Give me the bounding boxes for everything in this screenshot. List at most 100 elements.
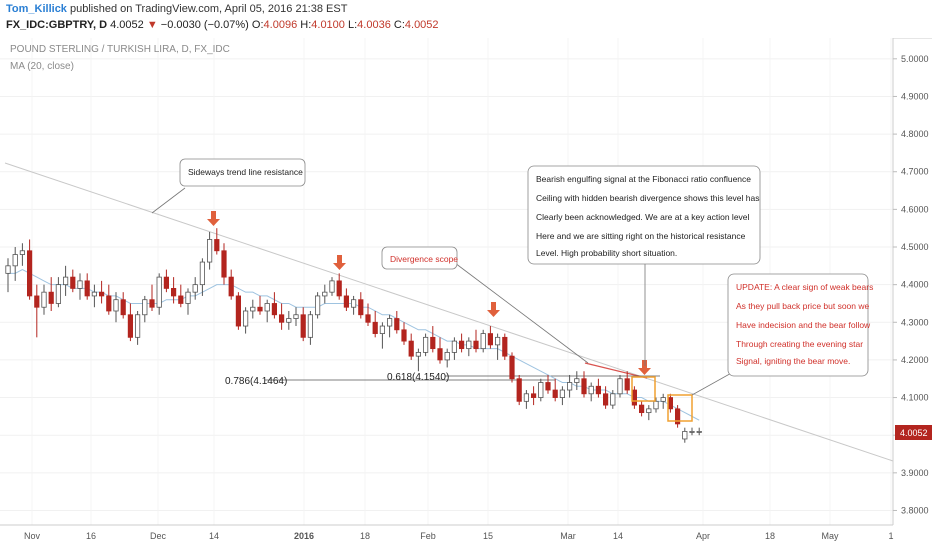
time-axis[interactable]: Nov 16 Dec 14 2016 18 Feb 15 Mar 14 Apr 18 May 1 <box>0 524 894 541</box>
candle-body <box>523 393 530 402</box>
low-label: L: <box>347 19 358 31</box>
bear-candle <box>394 310 400 334</box>
bear-candle <box>170 277 177 304</box>
bull-candle <box>199 258 205 296</box>
candle-body <box>480 333 486 350</box>
highlight-boxes <box>631 376 693 422</box>
bull-candle <box>660 393 666 409</box>
bull-candle <box>55 277 62 308</box>
bear-candle <box>581 371 587 398</box>
bear-candle <box>70 269 76 293</box>
bear-candle <box>84 273 90 300</box>
x-tick-label: 2016 <box>294 531 314 541</box>
bear-candle <box>358 292 364 319</box>
candle-body <box>379 325 386 334</box>
y-tick-label: 4.7000 <box>901 167 929 177</box>
candle-body <box>84 280 90 297</box>
candle-body <box>178 295 184 304</box>
bear-candle <box>487 326 494 349</box>
candle-body <box>624 378 630 391</box>
y-tick-label: 4.4000 <box>901 280 929 290</box>
bearish-note-box[interactable] <box>527 165 761 265</box>
bear-candle <box>34 284 40 338</box>
symbol-label[interactable]: FX_IDC:GBPTRY, D <box>6 19 108 31</box>
candle-body <box>113 299 119 312</box>
candle-body <box>120 299 126 316</box>
update-callout-pointer <box>691 370 736 396</box>
bull-candle <box>185 288 191 315</box>
bull-candle <box>689 427 695 436</box>
bull-candle <box>242 307 249 334</box>
bear-candle <box>235 292 241 330</box>
bull-candle <box>567 374 573 398</box>
short-trend-line[interactable] <box>584 362 648 379</box>
bear-candle <box>278 303 285 330</box>
bear-candle <box>99 280 105 304</box>
candle-body <box>228 276 234 297</box>
down-arrow-marker-3 <box>487 302 500 317</box>
price-chart[interactable]: POUND STERLING / TURKISH LIRA, D, FX_IDC… <box>0 38 932 550</box>
bull-candle <box>293 307 299 327</box>
author-link[interactable]: Tom_Killick <box>6 3 67 15</box>
bearish-note-line-2: Ceiling with hidden bearish divergence s… <box>536 193 760 203</box>
x-tick-label: 15 <box>483 531 493 541</box>
bull-candle <box>307 310 314 345</box>
bull-candle <box>538 378 544 402</box>
bull-candle <box>329 277 335 296</box>
candle-body <box>372 321 378 334</box>
bull-candle <box>286 310 292 330</box>
bull-candle <box>610 390 616 409</box>
bear-candle <box>509 352 515 383</box>
update-note-line-5: Signal, igniting the bear move. <box>736 356 850 366</box>
bull-candle <box>646 405 652 421</box>
bull-candle <box>574 371 580 391</box>
high-label: H: <box>300 19 312 31</box>
bull-candle <box>444 348 450 368</box>
price-axis[interactable]: 3.80003.90004.00004.10004.20004.30004.40… <box>892 38 929 525</box>
bull-candle <box>322 284 328 304</box>
divergence-note-box[interactable] <box>381 246 458 270</box>
candle-body <box>545 382 551 391</box>
bull-candle <box>379 322 386 349</box>
signal-markers <box>207 211 651 375</box>
candle-body <box>559 389 566 398</box>
trend-callout-pointer <box>151 187 186 214</box>
bull-candle <box>19 243 26 266</box>
bear-candle <box>336 273 342 300</box>
engulfing-box[interactable] <box>631 376 656 402</box>
bull-candle <box>63 265 69 296</box>
x-tick-label: Mar <box>560 531 576 541</box>
candle-body <box>235 295 241 327</box>
evening-star-box[interactable] <box>667 394 693 422</box>
candle-body <box>401 329 407 342</box>
bear-candle <box>408 333 414 360</box>
bear-candle <box>365 303 371 327</box>
bear-candle <box>26 239 33 300</box>
close-label: C: <box>393 19 405 31</box>
candle-body <box>660 397 666 402</box>
candle-body <box>430 336 436 350</box>
x-tick-label: Nov <box>24 531 41 541</box>
divergence-pointer <box>454 262 589 364</box>
last-price-label: 4.0052 <box>900 428 928 438</box>
bull-candle <box>41 284 47 315</box>
x-tick-label: 14 <box>209 531 219 541</box>
candle-body <box>34 295 40 308</box>
bear-candle <box>458 333 465 353</box>
update-note-line-4: Through creating the evening star <box>736 339 863 349</box>
bear-candle <box>257 295 263 315</box>
candle-body <box>552 389 558 398</box>
bear-candle <box>106 284 112 315</box>
bull-candle <box>156 273 162 315</box>
candle-body <box>689 431 695 433</box>
update-note-line-3: Have indecision and the bear follow <box>736 320 871 330</box>
divergence-note-text: Divergence scope <box>390 254 458 264</box>
trend-note-box[interactable] <box>179 158 306 187</box>
bull-candle <box>12 247 18 281</box>
bull-candle <box>264 299 270 323</box>
candle-body <box>307 314 314 338</box>
update-note-box[interactable] <box>727 273 869 377</box>
candle-body <box>617 378 623 395</box>
candle-body <box>106 295 112 312</box>
candle-body <box>264 303 270 312</box>
